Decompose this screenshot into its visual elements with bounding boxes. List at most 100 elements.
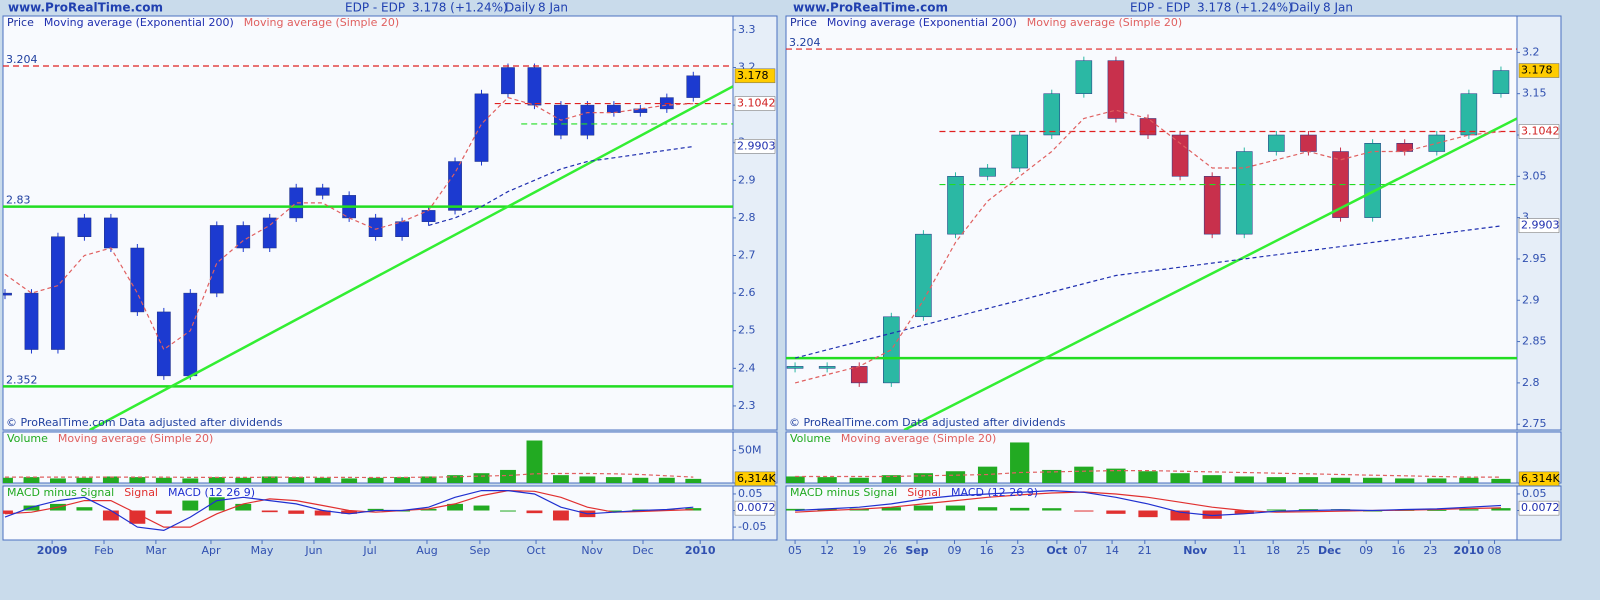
y-tick-label: 2.6 [738,286,756,299]
bar [685,508,702,511]
y-tick-label: 2.5 [738,324,756,337]
x-tick-label: Sep [905,544,928,557]
bar [1266,509,1286,511]
site: www.ProRealTime.com [793,1,948,15]
x-tick-label: 23 [1011,544,1025,557]
bar [261,476,278,483]
candle [686,75,701,98]
bar [1138,471,1158,483]
bar [420,508,437,511]
bar [447,503,463,511]
y-tick-label: 3.3 [738,23,756,36]
y-tick-label: 3 [1522,211,1529,224]
bar [208,477,225,483]
badge-label: 3.178 [737,69,769,82]
level-label: 3.204 [789,36,821,49]
bar [913,473,934,483]
y-tick-label: 2.9 [1522,293,1540,306]
bar [155,477,172,483]
bar [367,508,384,511]
legend-entry: Moving average (Simple 20) [841,432,996,445]
plot-area [785,15,1518,431]
bar [1427,509,1447,511]
x-tick-label: Aug [416,544,437,557]
date: 8 Jan [538,1,568,15]
bar [473,505,490,511]
x-tick-label: 18 [1266,544,1280,557]
y-tick-label: 50M [738,443,762,456]
legend-entry: Volume [7,432,48,445]
candle [818,366,836,369]
candle [1300,134,1317,152]
period: Daily [1290,1,1320,15]
bar [817,508,837,511]
x-tick-label: 09 [948,544,962,557]
plot-area [2,485,734,541]
candle [786,366,804,369]
bar [1395,478,1415,483]
y-tick-label: 0.05 [1522,487,1547,500]
bar [367,477,384,483]
bar [1491,508,1511,511]
series-line [4,96,694,351]
bar [552,510,569,521]
legend-entry: Price [790,16,817,29]
candle [1460,93,1478,136]
bar [235,477,252,483]
badge [734,68,776,84]
y-tick-label: 2.75 [1522,417,1547,430]
candle [1203,176,1221,235]
x-tick-label: 23 [1423,544,1437,557]
badge-label: 3.1042 [737,97,776,110]
level-label: 2.352 [6,373,38,386]
x-tick-label: 11 [1232,544,1246,557]
bar [1106,510,1126,514]
bar [1330,477,1351,483]
candle [104,217,118,249]
bar [447,475,463,483]
badge [734,96,776,111]
bar [1298,477,1319,483]
y-tick-label: -0.05 [738,520,766,533]
series-line [795,489,1502,517]
badge [1518,124,1560,139]
x-tick-label: 07 [1074,544,1088,557]
y-tick-label: 3.15 [1522,87,1547,100]
bar [50,478,66,483]
candle [850,366,868,384]
candle [947,176,964,235]
bar [786,476,805,483]
candle [1492,70,1510,94]
bar [129,477,146,483]
bar [1010,442,1030,483]
bar [473,473,490,483]
bar [605,477,622,483]
bar [102,510,119,521]
badge [1518,63,1560,78]
legend-entry: Moving average (Exponential 200) [44,16,234,29]
footer: © ProRealTime.com Data adjusted after di… [6,416,283,429]
y-tick-label: 2.85 [1522,335,1547,348]
x-tick-label: 05 [788,544,802,557]
x-tick-label: Dec [632,544,653,557]
bar [1234,476,1254,483]
bar [1234,510,1254,514]
bar [102,476,119,483]
series-line [4,489,694,528]
y-tick-label: 2.4 [738,361,756,374]
x-tick-label: 21 [1138,544,1152,557]
series-line [794,109,1502,384]
candle [1364,143,1381,218]
bar [1010,507,1030,511]
x-tick-label: May [251,544,274,557]
badge [1518,218,1560,233]
plot-layer [786,489,1511,521]
candle [156,311,171,377]
candle [1171,134,1189,177]
plot-layer [3,440,702,483]
candle [1011,134,1028,169]
bar [341,478,358,483]
legend-entry: Signal [124,486,158,499]
bar [1170,510,1190,521]
